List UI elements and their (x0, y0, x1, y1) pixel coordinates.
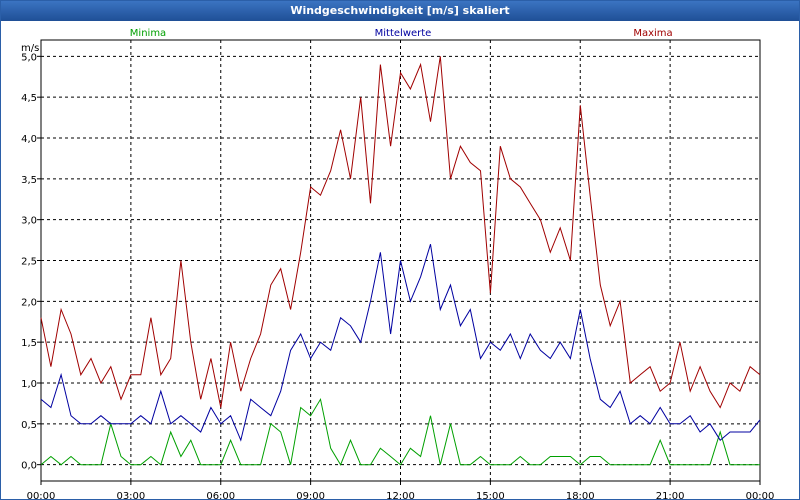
y-tick-label: 0,5 (21, 420, 37, 431)
x-tick-time: 06:00 (206, 491, 235, 499)
series-line-mittelwerte (40, 244, 761, 442)
x-tick-time: 00:00 (746, 491, 775, 499)
y-tick-label: 3,5 (21, 175, 37, 186)
x-tick-time: 18:00 (566, 491, 595, 499)
legend-minima: Minima (130, 28, 166, 39)
y-tick-label: 1,5 (21, 338, 37, 349)
wind-speed-chart: 0,00,51,01,52,02,53,03,54,04,55,0 00:00 0… (21, 28, 775, 499)
series-line-maxima (40, 56, 761, 409)
y-tick-label: 0,0 (21, 461, 37, 472)
y-tick-label: 2,0 (21, 297, 37, 308)
y-tick-label: 4,0 (21, 134, 37, 145)
y-tick-label: 2,5 (21, 257, 37, 268)
legend-maxima: Maxima (633, 28, 672, 39)
x-tick-time: 03:00 (116, 491, 145, 499)
y-tick-label: 3,0 (21, 216, 37, 227)
window-title: Windgeschwindigkeit [m/s] skaliert (1, 1, 799, 21)
y-tick-label: 4,5 (21, 93, 37, 104)
y-tick-label: 1,0 (21, 379, 37, 390)
legend: Minima Mittelwerte Maxima (130, 28, 673, 39)
x-axis: 00:0001.09.1603:0001.09.1606:0001.09.160… (27, 481, 775, 499)
x-tick-time: 21:00 (656, 491, 685, 499)
legend-mittelwerte: Mittelwerte (375, 28, 432, 39)
x-tick-time: 09:00 (296, 491, 325, 499)
x-tick-time: 00:00 (27, 491, 56, 499)
x-tick-time: 15:00 (476, 491, 505, 499)
y-tick-label: 5,0 (21, 52, 37, 63)
y-axis-label: m/s (21, 43, 39, 54)
y-axis: 0,0 0,5 1,0 1,5 2,0 2,5 3,0 3,5 4,0 4,5 5,0 (21, 52, 41, 472)
series-lines (40, 56, 761, 466)
x-tick-time: 12:00 (386, 491, 415, 499)
series-line-minima (40, 397, 760, 466)
